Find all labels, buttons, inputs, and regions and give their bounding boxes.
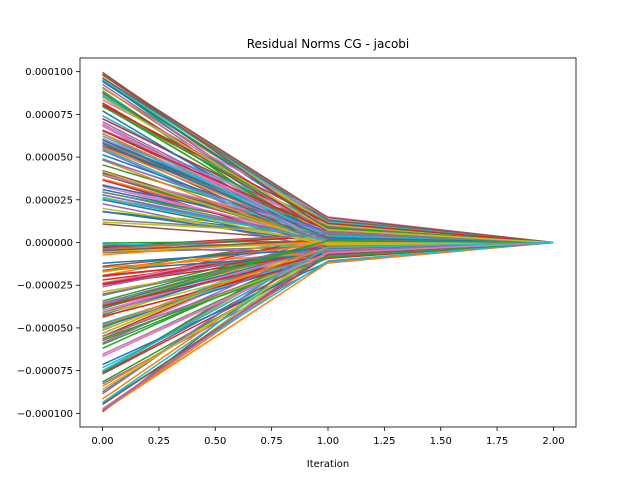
x-axis-title: Iteration [307,459,349,470]
x-axis: 0.00 0.25 0.50 0.75 1.00 1.25 1.50 1.75 2.00 [91,427,565,447]
chart-title: Residual Norms CG - jacobi [247,37,410,51]
x-tick-label: 2.00 [542,436,564,447]
y-tick-label: 0.000050 [25,153,73,164]
x-tick-label: 1.00 [317,436,339,447]
y-tick-label: −0.000075 [17,366,73,377]
series-line [102,241,554,372]
x-tick-label: 1.25 [373,436,395,447]
series-layer [102,71,554,413]
y-tick-label: −0.000050 [17,323,73,334]
series-line [102,142,554,244]
y-tick-label: 0.000075 [25,110,73,121]
x-tick-label: 0.50 [204,436,226,447]
series-line [102,170,554,245]
series-line [102,239,554,302]
y-tick-label: 0.000000 [25,238,73,249]
y-tick-label: 0.000100 [25,67,73,78]
series-line [102,104,554,244]
x-tick-label: 0.25 [148,436,170,447]
series-line [102,232,554,250]
series-line [102,241,554,340]
y-axis: 0.000100 0.000075 0.000050 0.000025 0.000000… [17,67,80,420]
series-line [102,241,554,355]
series-line [102,74,554,244]
x-tick-label: 1.75 [486,436,508,447]
y-tick-label: −0.000100 [17,409,73,420]
series-line [102,96,554,244]
y-tick-label: −0.000025 [17,281,73,292]
x-tick-label: 0.75 [261,436,283,447]
x-tick-label: 1.50 [430,436,452,447]
x-tick-label: 0.00 [91,436,113,447]
y-tick-label: 0.000025 [25,195,73,206]
